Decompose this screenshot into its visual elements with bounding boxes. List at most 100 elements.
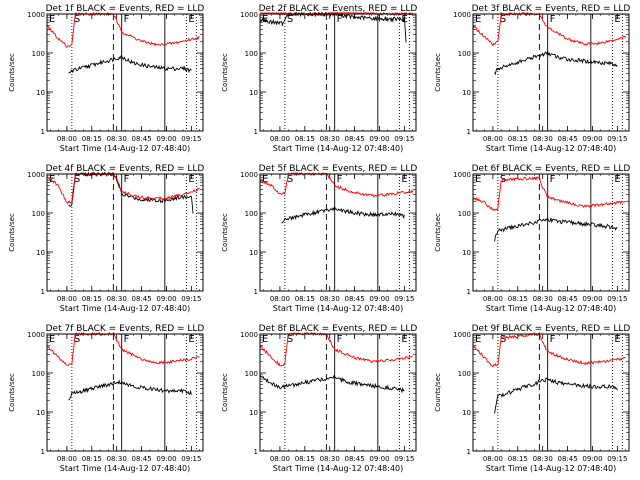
x-axis-label: Start Time (14-Aug-12 07:48:40) bbox=[60, 464, 191, 473]
panel-title: Det 7f BLACK = Events, RED = LLD bbox=[46, 324, 205, 334]
time-marker-label: F bbox=[124, 174, 130, 185]
x-tick-label: 08:45 bbox=[558, 135, 578, 143]
x-tick-label: 08:45 bbox=[345, 295, 365, 303]
y-axis-label: Counts/sec bbox=[8, 53, 16, 92]
x-tick-label: 09:15 bbox=[181, 135, 201, 143]
x-tick-label: 09:15 bbox=[607, 135, 627, 143]
plot-frame bbox=[472, 13, 630, 132]
time-marker-label: S bbox=[500, 334, 506, 345]
panel-title: Det 2f BLACK = Events, RED = LLD bbox=[259, 4, 418, 14]
x-axis-label: Start Time (14-Aug-12 07:48:40) bbox=[60, 304, 191, 313]
detector-panel: Det 4f BLACK = Events, RED = LLD Counts/s… bbox=[8, 164, 204, 313]
y-axis-label: Counts/sec bbox=[8, 213, 16, 252]
x-tick-label: 08:00 bbox=[483, 295, 503, 303]
time-marker-label: E bbox=[188, 334, 194, 345]
y-tick-label: 1 bbox=[41, 288, 45, 296]
x-tick-label: 08:15 bbox=[82, 295, 102, 303]
y-tick-label: 1 bbox=[254, 448, 258, 456]
x-tick-label: 08:15 bbox=[508, 135, 528, 143]
y-tick-label: 10 bbox=[462, 249, 471, 257]
time-marker-label: E bbox=[401, 334, 407, 345]
lld-series-line bbox=[472, 11, 627, 47]
x-tick-label: 09:00 bbox=[156, 295, 176, 303]
time-marker-label: S bbox=[74, 174, 80, 185]
time-marker-label: E bbox=[262, 334, 268, 345]
y-axis-label: Counts/sec bbox=[221, 373, 229, 412]
x-tick-label: 08:30 bbox=[107, 455, 127, 463]
y-axis-label: Counts/sec bbox=[8, 373, 16, 412]
time-marker-label: F bbox=[337, 14, 343, 25]
y-tick-label: 100 bbox=[458, 370, 471, 378]
events-series-line bbox=[259, 373, 405, 394]
panel-title: Det 4f BLACK = Events, RED = LLD bbox=[46, 164, 205, 174]
x-axis-label: Start Time (14-Aug-12 07:48:40) bbox=[273, 304, 404, 313]
x-tick-label: 08:00 bbox=[270, 135, 290, 143]
x-tick-label: 08:00 bbox=[270, 455, 290, 463]
panel-title: Det 5f BLACK = Events, RED = LLD bbox=[259, 164, 418, 174]
y-tick-label: 1000 bbox=[453, 331, 471, 339]
y-tick-label: 1 bbox=[41, 128, 45, 136]
x-tick-label: 08:15 bbox=[295, 135, 315, 143]
y-tick-label: 10 bbox=[36, 249, 45, 257]
x-tick-label: 08:45 bbox=[132, 455, 152, 463]
panel-title: Det 3f BLACK = Events, RED = LLD bbox=[472, 4, 631, 14]
x-tick-label: 08:30 bbox=[320, 455, 340, 463]
events-series-line bbox=[494, 377, 618, 414]
plot-frame bbox=[259, 333, 417, 452]
x-tick-label: 09:00 bbox=[582, 295, 602, 303]
y-tick-label: 1000 bbox=[453, 171, 471, 179]
x-axis-label: Start Time (14-Aug-12 07:48:40) bbox=[60, 144, 191, 153]
time-marker-label: F bbox=[550, 174, 556, 185]
x-tick-label: 09:00 bbox=[156, 455, 176, 463]
x-tick-label: 08:15 bbox=[295, 455, 315, 463]
time-marker-label: F bbox=[124, 334, 130, 345]
lld-series-line bbox=[259, 171, 414, 198]
panel-title: Det 8f BLACK = Events, RED = LLD bbox=[259, 324, 418, 334]
x-tick-label: 09:15 bbox=[607, 455, 627, 463]
time-marker-label: E bbox=[614, 174, 620, 185]
x-tick-label: 08:45 bbox=[345, 135, 365, 143]
time-marker-label: E bbox=[614, 334, 620, 345]
x-axis-label: Start Time (14-Aug-12 07:48:40) bbox=[273, 464, 404, 473]
plot-frame bbox=[46, 173, 204, 292]
x-tick-label: 09:15 bbox=[607, 295, 627, 303]
time-marker-label: F bbox=[337, 174, 343, 185]
x-tick-label: 08:30 bbox=[533, 135, 553, 143]
detector-panel: Det 3f BLACK = Events, RED = LLD Counts/s… bbox=[434, 4, 630, 153]
y-axis-label: Counts/sec bbox=[221, 213, 229, 252]
x-tick-label: 08:00 bbox=[483, 455, 503, 463]
time-marker-label: E bbox=[188, 174, 194, 185]
x-tick-label: 08:15 bbox=[508, 295, 528, 303]
y-tick-label: 1000 bbox=[240, 331, 258, 339]
detector-panel: Det 1f BLACK = Events, RED = LLD Counts/s… bbox=[8, 4, 204, 153]
time-marker-label: E bbox=[188, 14, 194, 25]
x-tick-label: 08:15 bbox=[508, 455, 528, 463]
time-marker-label: S bbox=[287, 334, 293, 345]
y-tick-label: 10 bbox=[36, 409, 45, 417]
lld-series-line bbox=[46, 331, 200, 366]
x-tick-label: 09:15 bbox=[181, 455, 201, 463]
y-tick-label: 10 bbox=[249, 409, 258, 417]
plot-frame bbox=[472, 333, 630, 452]
events-series-line bbox=[281, 205, 405, 224]
time-marker-label: F bbox=[124, 14, 130, 25]
x-tick-label: 08:30 bbox=[320, 135, 340, 143]
events-series-line bbox=[68, 171, 194, 214]
detector-panel: Det 7f BLACK = Events, RED = LLD Counts/s… bbox=[8, 324, 204, 473]
y-tick-label: 100 bbox=[32, 210, 45, 218]
y-tick-label: 10 bbox=[462, 89, 471, 97]
time-marker-label: S bbox=[500, 14, 506, 25]
y-tick-label: 1000 bbox=[240, 11, 258, 19]
x-tick-label: 08:45 bbox=[558, 455, 578, 463]
y-axis-label: Counts/sec bbox=[221, 53, 229, 92]
time-marker-label: S bbox=[74, 14, 80, 25]
x-tick-label: 09:00 bbox=[369, 455, 389, 463]
lld-series-line bbox=[46, 11, 200, 48]
time-marker-label: F bbox=[337, 334, 343, 345]
x-tick-label: 08:00 bbox=[57, 135, 77, 143]
x-tick-label: 08:30 bbox=[107, 295, 127, 303]
time-marker-label: E bbox=[49, 334, 55, 345]
detector-panel: Det 2f BLACK = Events, RED = LLD Counts/s… bbox=[221, 4, 417, 153]
x-axis-label: Start Time (14-Aug-12 07:48:40) bbox=[486, 144, 617, 153]
